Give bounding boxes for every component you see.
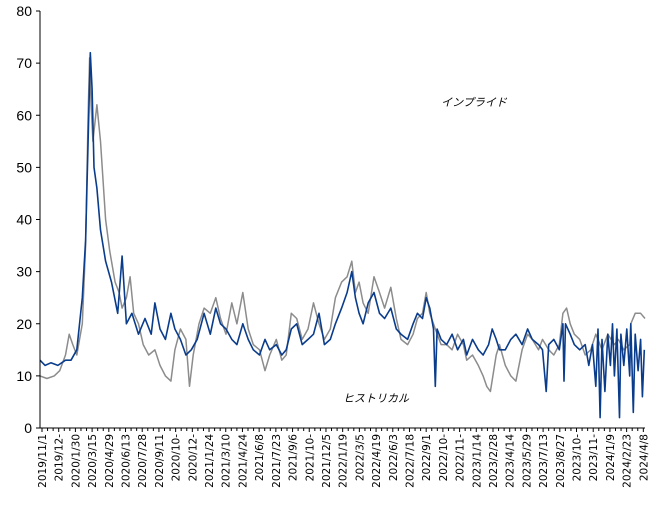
x-tick-label: 2023/1/14: [471, 434, 483, 488]
y-tick-label: 80: [16, 3, 32, 19]
x-tick-label: 2021/12/5: [321, 434, 333, 488]
y-tick-label: 20: [16, 316, 32, 332]
x-tick-label: 2021/3/10: [221, 434, 233, 488]
series-layer: [39, 51, 646, 419]
x-tick-label: 2023/5/29: [521, 434, 533, 488]
x-tick-label: 2022/1/19: [338, 434, 350, 488]
x-tick-label: 2022/4/19: [371, 434, 383, 488]
y-tick-label: 30: [16, 264, 32, 280]
y-tick-label: 40: [16, 212, 32, 228]
x-tick-label: 2020/7/28: [137, 434, 149, 488]
x-tick-label: 2022/3/5: [354, 434, 366, 481]
axes-layer: [36, 10, 645, 432]
labels-layer: 0 10 20 30 40 50 60 70 80 2019/11/1 2019/12- 2020/1…: [16, 3, 650, 488]
x-tick-label: 2020/4/29: [104, 434, 116, 488]
y-tick-label: 0: [24, 420, 32, 436]
x-tick-label: 2023/11-: [588, 434, 600, 482]
x-tick-label: 2022/11-: [455, 434, 467, 482]
x-tick-label: 2022/7/18: [405, 434, 417, 488]
x-tick-label: 2024/4/8: [638, 434, 650, 481]
x-tick-label: 2022/10-: [438, 434, 450, 482]
x-tick-label: 2021/4/24: [237, 434, 249, 488]
x-tick-label: 2019/11/1: [37, 434, 49, 488]
y-tick-label: 10: [16, 368, 32, 384]
x-tick-label: 2024/2/23: [622, 434, 634, 488]
x-tick-label: 2021/9/6: [288, 434, 300, 481]
series-line-historical: [39, 51, 646, 419]
y-tick-label: 60: [16, 107, 32, 123]
y-tick-label: 50: [16, 159, 32, 175]
annotation-implied: インプライド: [441, 96, 508, 109]
x-tick-label: 2024/1/9: [605, 434, 617, 481]
annotation-historical: ヒストリカル: [343, 392, 410, 405]
x-tick-label: 2019/12-: [54, 434, 66, 482]
x-tick-label: 2023/4/14: [505, 434, 517, 488]
x-tick-label: 2020/12-: [187, 434, 199, 482]
x-tick-label: 2023/10-: [572, 434, 584, 482]
x-tick-label: 2023/8/27: [555, 434, 567, 488]
x-tick-label: 2020/1/30: [70, 434, 82, 488]
x-tick-label: 2023/7/13: [538, 434, 550, 488]
x-tick-label: 2022/9/1: [421, 434, 433, 481]
x-tick-label: 2021/6/8: [254, 434, 266, 481]
y-tick-label: 70: [16, 55, 32, 71]
x-tick-label: 2021/1/24: [204, 434, 216, 488]
x-tick-label: 2020/6/13: [121, 434, 133, 488]
x-tick-label: 2021/10-: [304, 434, 316, 482]
x-tick-label: 2020/3/15: [87, 434, 99, 488]
x-tick-label: 2023/2/28: [488, 434, 500, 488]
x-tick-label: 2021/7/23: [271, 434, 283, 488]
x-tick-label: 2020/9/11: [154, 434, 166, 488]
x-tick-label: 2022/6/3: [388, 434, 400, 481]
x-tick-label: 2020/10-: [171, 434, 183, 482]
